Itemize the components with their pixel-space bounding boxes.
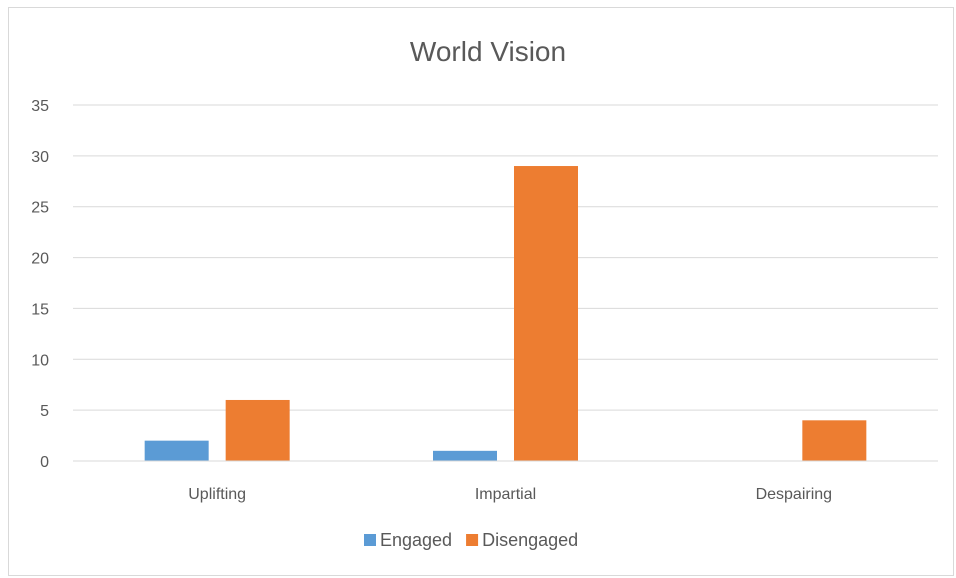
legend: Engaged Disengaged xyxy=(364,530,578,550)
y-tick-label: 20 xyxy=(31,251,49,268)
y-tick-label: 5 xyxy=(40,403,49,420)
legend-label: Disengaged xyxy=(482,530,578,550)
bar-disengaged-despairing xyxy=(802,420,867,461)
legend-item-disengaged: Disengaged xyxy=(466,530,578,550)
y-tick-label: 25 xyxy=(31,200,49,217)
legend-item-engaged: Engaged xyxy=(364,530,452,550)
y-tick-label: 10 xyxy=(31,352,49,369)
bar-disengaged-impartial xyxy=(514,166,578,461)
bar-engaged-impartial xyxy=(433,450,497,461)
legend-label: Engaged xyxy=(380,530,452,550)
chart-title: World Vision xyxy=(410,36,566,67)
y-tick-label: 0 xyxy=(40,454,49,471)
bar-disengaged-uplifting xyxy=(225,399,290,461)
x-axis-ticks: Uplifting Impartial Despairing xyxy=(188,486,832,503)
chart-container: World Vision 0 5 10 15 20 25 30 35 Uplifting Imp… xyxy=(8,7,954,576)
y-axis-ticks: 0 5 10 15 20 25 30 35 xyxy=(31,98,49,471)
bars xyxy=(144,166,867,461)
x-tick-label: Impartial xyxy=(475,486,536,503)
x-tick-label: Despairing xyxy=(756,486,832,503)
legend-swatch xyxy=(466,534,479,546)
y-tick-label: 15 xyxy=(31,301,49,318)
y-tick-label: 30 xyxy=(31,149,49,166)
legend-swatch xyxy=(364,534,376,546)
bar-chart: World Vision 0 5 10 15 20 25 30 35 Uplifting Imp… xyxy=(31,36,938,550)
gridlines xyxy=(73,104,938,411)
x-tick-label: Uplifting xyxy=(188,486,246,503)
y-tick-label: 35 xyxy=(31,98,49,115)
bar-engaged-uplifting xyxy=(144,440,209,461)
